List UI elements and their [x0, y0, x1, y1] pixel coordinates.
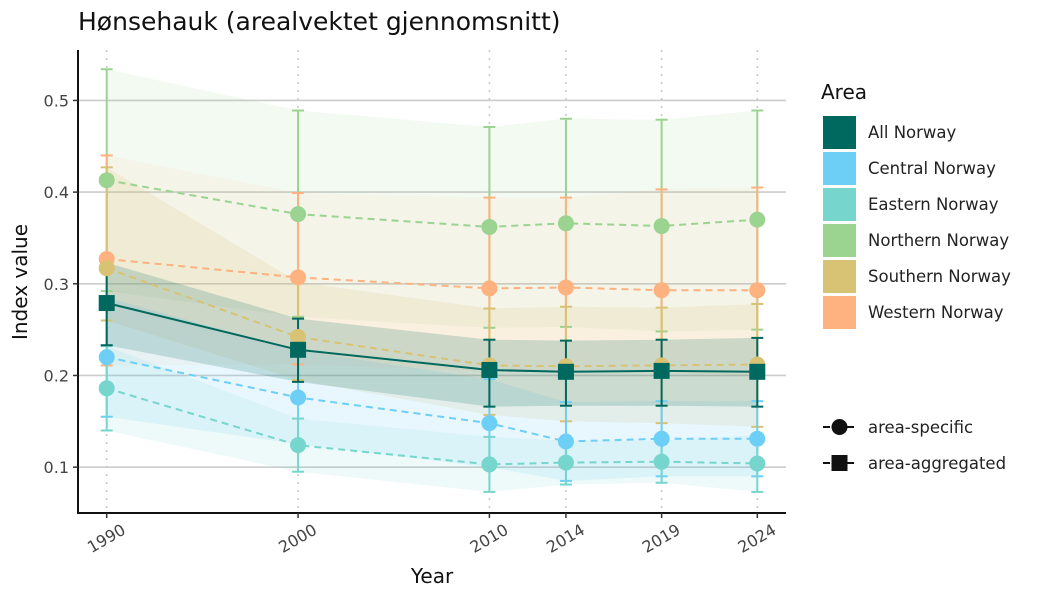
legend-swatch-northern-norway: [823, 224, 856, 257]
point-central-norway-2014: [557, 433, 574, 450]
point-central-norway-2019: [653, 430, 670, 447]
point-western-norway-2014: [557, 279, 574, 296]
series-line-southern-norway: [106, 267, 758, 368]
legend-label-all-norway: All Norway: [868, 123, 957, 142]
point-all-norway-2014: [557, 363, 574, 380]
point-all-norway-2010: [481, 361, 498, 378]
point-all-norway-2000: [290, 341, 307, 358]
point-central-norway-2000: [290, 389, 307, 406]
ci-band-southern-norway: [106, 167, 758, 427]
point-eastern-norway-2000: [290, 437, 307, 454]
point-northern-norway-1990: [98, 172, 115, 189]
point-northern-norway-2010: [481, 218, 498, 235]
series-line-northern-norway: [106, 179, 758, 228]
legend-swatch-all-norway: [823, 116, 856, 149]
shape-legend-square: [831, 455, 848, 471]
legend-swatch-central-norway: [823, 152, 856, 185]
ci-band-northern-norway: [106, 69, 758, 332]
y-tick-label-0.3: 0.3: [44, 275, 69, 294]
legend-swatch-western-norway: [823, 296, 856, 329]
x-tick-label-2024: 2024: [735, 520, 780, 557]
point-western-norway-2019: [653, 282, 670, 299]
legend-label-western-norway: Western Norway: [868, 303, 1004, 322]
point-northern-norway-2000: [290, 206, 307, 223]
x-tick-label-2000: 2000: [275, 520, 320, 557]
ci-band-western-norway: [106, 155, 758, 376]
legend-swatch-eastern-norway: [823, 188, 856, 221]
series-line-eastern-norway: [106, 387, 758, 466]
point-all-norway-1990: [98, 295, 115, 312]
legend-swatch-southern-norway: [823, 260, 856, 293]
point-central-norway-2024: [749, 430, 766, 447]
point-northern-norway-2019: [653, 218, 670, 235]
series-line-all-norway: [106, 302, 758, 373]
x-tick-label-2010: 2010: [467, 520, 512, 557]
point-western-norway-2024: [749, 282, 766, 299]
shape-legend-label: area-aggregated: [868, 454, 1006, 473]
shape-legend-circle: [831, 419, 848, 435]
y-tick-label-0.2: 0.2: [44, 366, 69, 385]
point-all-norway-2024: [749, 363, 766, 380]
point-eastern-norway-2010: [481, 456, 498, 473]
point-central-norway-2010: [481, 415, 498, 432]
x-tick-label-1990: 1990: [84, 520, 129, 557]
y-tick-label-0.4: 0.4: [44, 183, 69, 202]
legend-label-northern-norway: Northern Norway: [868, 231, 1009, 250]
point-southern-norway-1990: [98, 260, 115, 277]
legend-label-central-norway: Central Norway: [868, 159, 996, 178]
shape-legend-item-area-specific: area-specific: [823, 418, 973, 437]
x-tick-label-2019: 2019: [639, 520, 684, 557]
point-central-norway-1990: [98, 349, 115, 366]
plot-area: [78, 50, 786, 513]
point-eastern-norway-2024: [749, 455, 766, 472]
y-axis-title: Index value: [8, 224, 32, 340]
point-western-norway-2000: [290, 269, 307, 286]
series-line-central-norway: [106, 356, 758, 443]
legend: Area All Norway Central Norway Eastern Nor…: [821, 80, 1011, 473]
point-northern-norway-2014: [557, 215, 574, 232]
y-tick-label-0.1: 0.1: [44, 458, 69, 477]
point-eastern-norway-2014: [557, 454, 574, 471]
point-western-norway-2010: [481, 280, 498, 297]
y-tick-label-0.5: 0.5: [44, 91, 69, 110]
chart-title: Hønsehauk (arealvektet gjennomsnitt): [78, 7, 561, 36]
point-northern-norway-2024: [749, 211, 766, 228]
legend-title: Area: [821, 80, 867, 104]
x-axis-title: Year: [410, 564, 454, 588]
shape-legend-label: area-specific: [868, 418, 973, 437]
x-tick-label-2014: 2014: [543, 520, 588, 557]
legend-label-southern-norway: Southern Norway: [868, 267, 1011, 286]
point-eastern-norway-2019: [653, 453, 670, 470]
point-southern-norway-2000: [290, 328, 307, 345]
ci-band-eastern-norway: [106, 346, 758, 492]
point-eastern-norway-1990: [98, 380, 115, 397]
shape-legend-item-area-aggregated: area-aggregated: [823, 454, 1006, 473]
series-line-western-norway: [106, 258, 758, 292]
point-all-norway-2019: [653, 362, 670, 379]
legend-label-eastern-norway: Eastern Norway: [868, 195, 999, 214]
